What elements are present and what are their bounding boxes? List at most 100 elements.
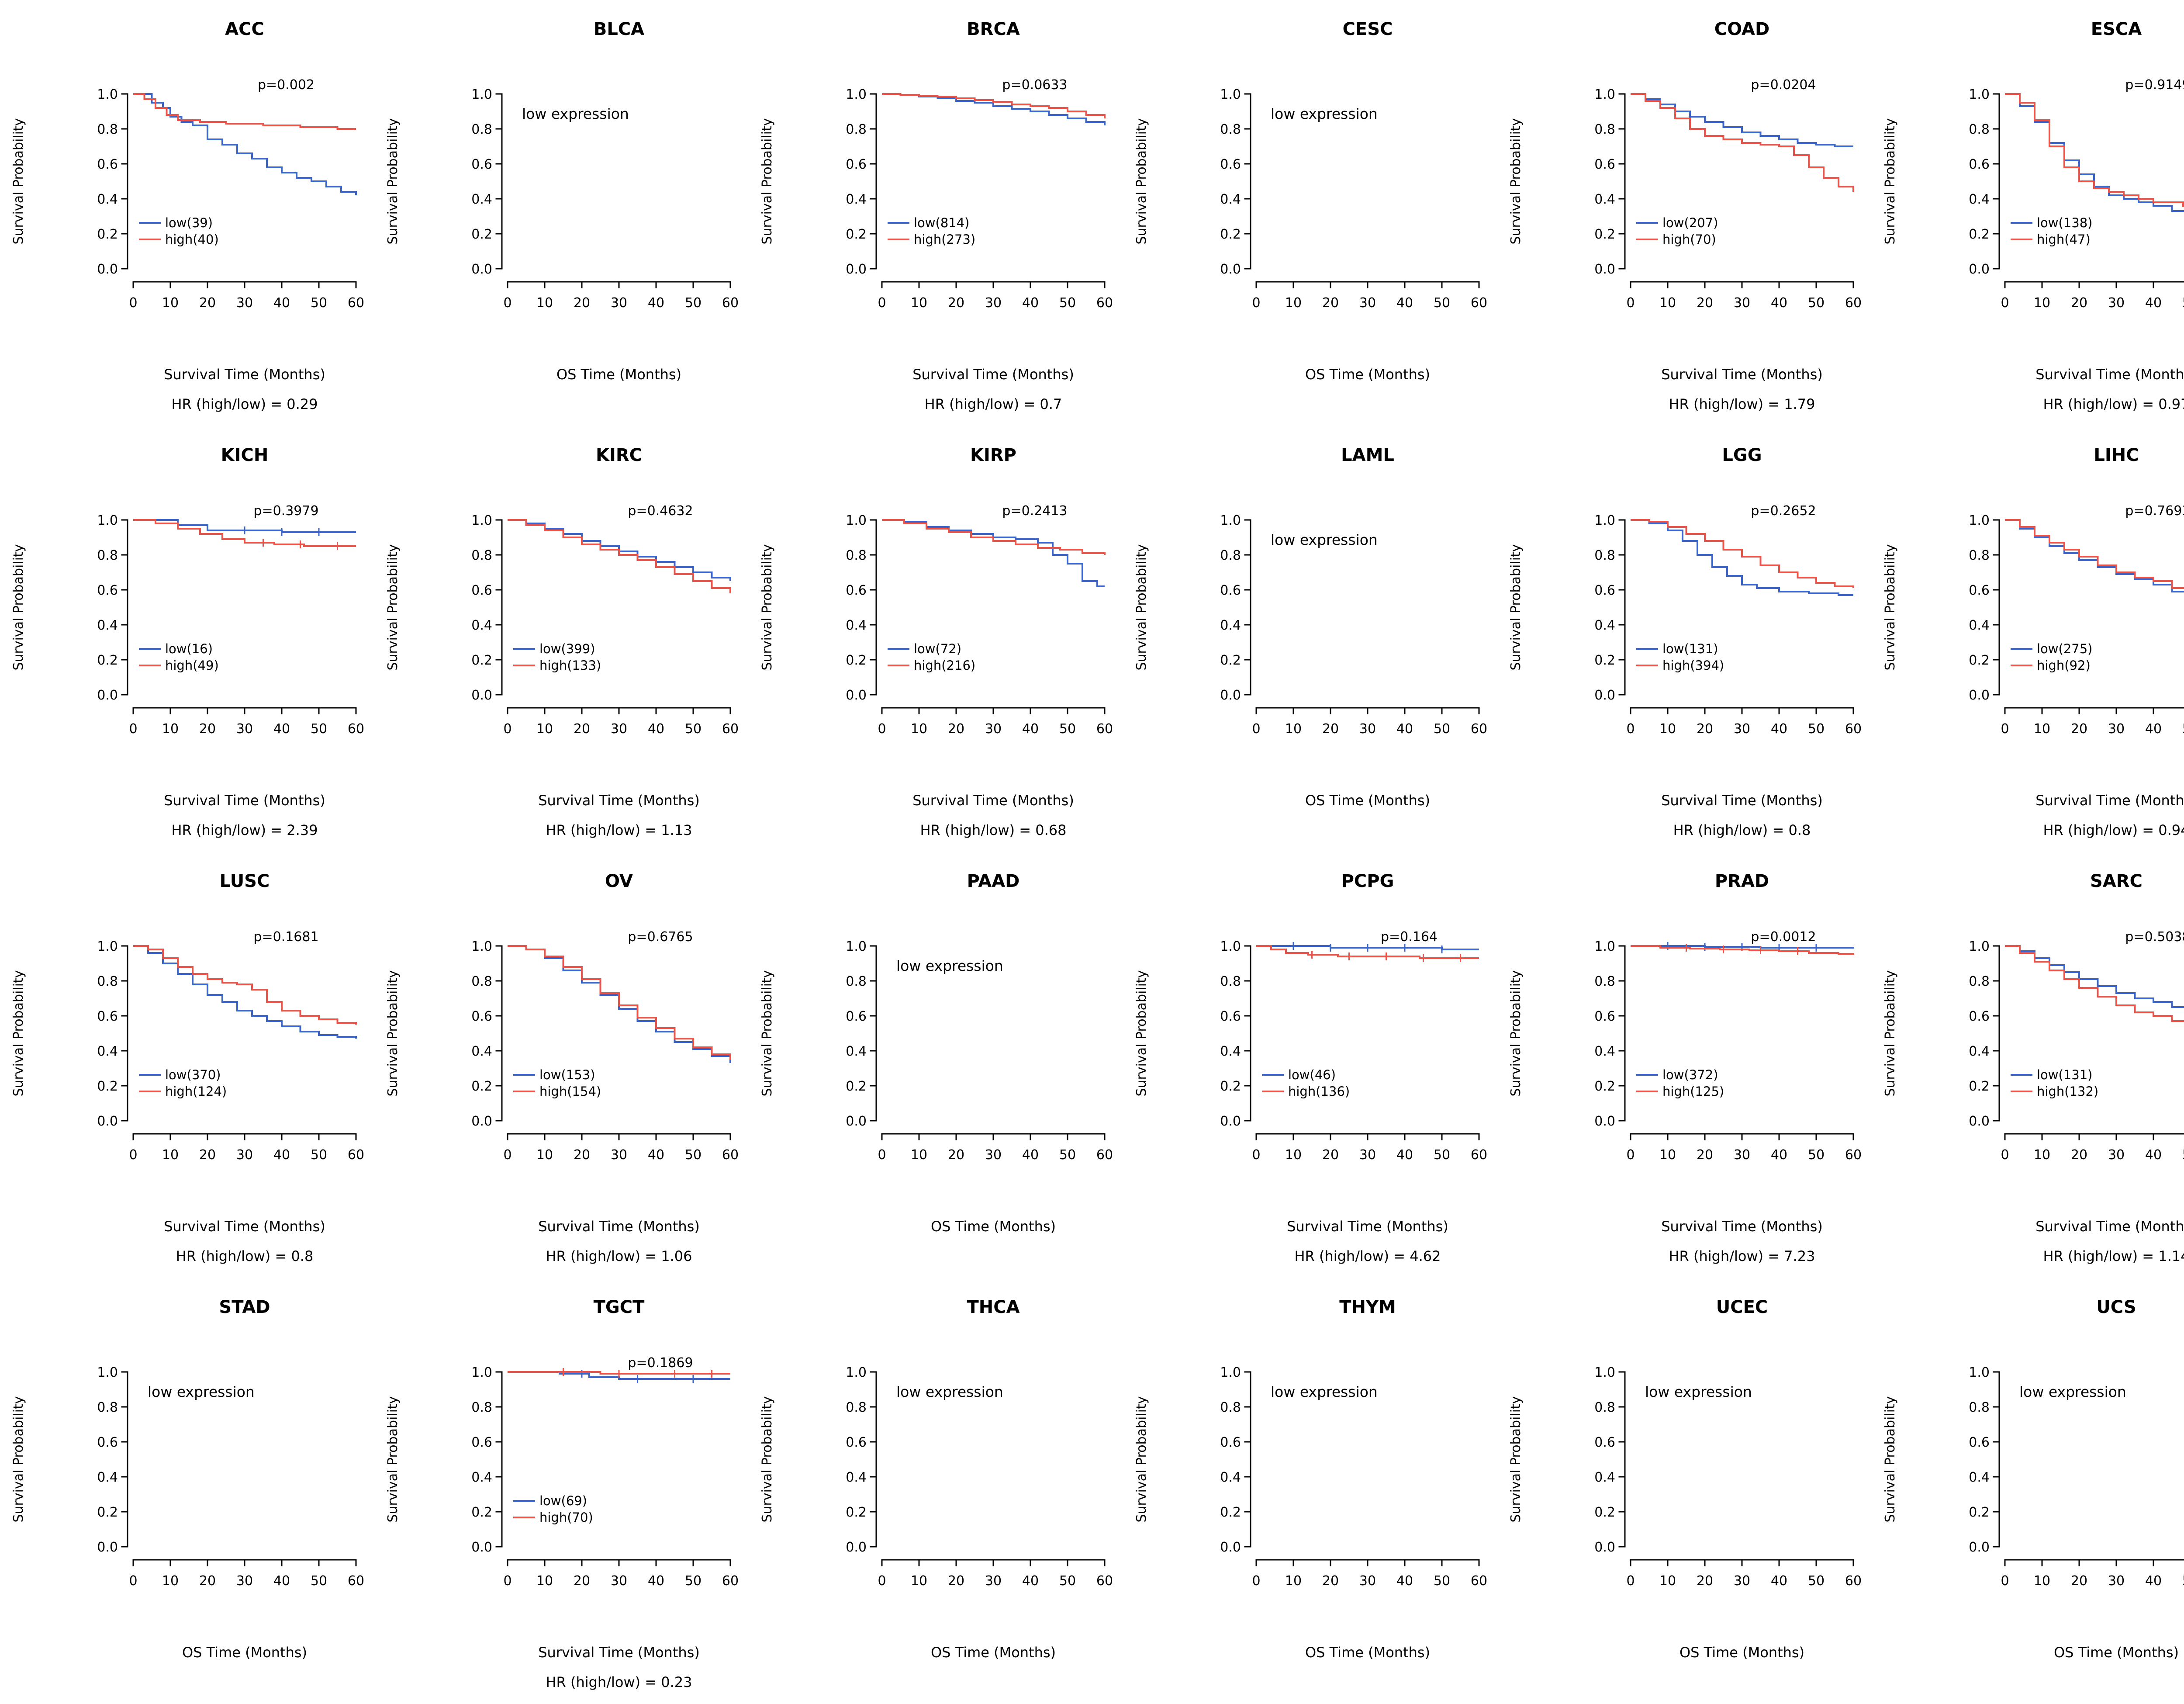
x-tick-label: 50 xyxy=(1059,721,1076,737)
panel-ucs: UCS 1.0 0.8 0.6 0.4 0.2 0.0 Survival Probabilit… xyxy=(1872,1278,2184,1704)
low-survival-curve xyxy=(2005,519,2184,592)
y-tick-label: 0.8 xyxy=(471,974,492,989)
y-tick-label: 0.2 xyxy=(1969,227,1990,242)
y-tick-label: 0.4 xyxy=(1594,618,1615,633)
y-tick-label: 0.2 xyxy=(97,227,118,242)
km-plot-coad: COAD 1.0 0.8 0.6 0.4 0.2 0.0 Survival Probabili… xyxy=(1508,19,1862,412)
y-tick-label: 1.0 xyxy=(1969,513,1990,528)
y-tick-label: 0.4 xyxy=(846,618,867,633)
high-survival-curve xyxy=(882,93,1106,118)
x-tick-label: 0 xyxy=(129,1573,137,1589)
km-plot-esca: ESCA 1.0 0.8 0.6 0.4 0.2 0.0 Survival Probabili… xyxy=(1883,19,2184,412)
low-survival-curve xyxy=(882,93,1106,125)
x-tick-label: 30 xyxy=(236,1573,253,1589)
panel-title-tgct: TGCT xyxy=(594,1297,645,1317)
x-tick-label: 20 xyxy=(199,1573,216,1589)
panel-laml: LAML 1.0 0.8 0.6 0.4 0.2 0.0 Survival Probabili… xyxy=(1123,426,1497,852)
y-tick-label: 0.2 xyxy=(846,1079,867,1094)
panel-title-kirp: KIRP xyxy=(970,445,1016,465)
y-tick-label: 1.0 xyxy=(1969,87,1990,102)
x-tick-label: 50 xyxy=(1059,1573,1076,1589)
y-tick-label: 0.0 xyxy=(1220,1114,1241,1129)
y-tick-label: 0.8 xyxy=(846,122,867,137)
x-axis-title: Survival Time (Months) xyxy=(164,1218,325,1235)
y-tick-label: 0.6 xyxy=(1969,1009,1990,1024)
x-tick-label: 60 xyxy=(722,1147,739,1163)
p-value-label: p=0.6765 xyxy=(628,929,693,945)
y-axis-label: Survival Probability xyxy=(11,118,26,244)
y-tick-label: 1.0 xyxy=(1594,513,1615,528)
y-tick-label: 0.0 xyxy=(846,1540,867,1555)
hr-label: HR (high/low) = 0.94 xyxy=(2043,822,2184,838)
y-tick-label: 0.8 xyxy=(1969,122,1990,137)
x-tick-label: 20 xyxy=(1322,295,1339,311)
x-tick-label: 10 xyxy=(1659,1147,1676,1163)
y-tick-label: 0.6 xyxy=(1220,583,1241,598)
km-plot-thca: THCA 1.0 0.8 0.6 0.4 0.2 0.0 Survival Probabili… xyxy=(760,1297,1113,1661)
x-tick-label: 0 xyxy=(878,721,886,737)
y-tick-label: 0.8 xyxy=(1969,1400,1990,1415)
km-plot-kich: KICH 1.0 0.8 0.6 0.4 0.2 0.0 Survival Probabili… xyxy=(11,445,364,838)
panel-acc: ACC 1.0 0.8 0.6 0.4 0.2 0.0 Survival Probabilit… xyxy=(0,0,374,426)
y-tick-label: 0.4 xyxy=(1220,618,1241,633)
y-tick-label: 0.4 xyxy=(1969,1470,1990,1485)
km-plot-blca: BLCA 1.0 0.8 0.6 0.4 0.2 0.0 Survival Probabili… xyxy=(385,19,739,383)
km-plot-tgct: TGCT 1.0 0.8 0.6 0.4 0.2 0.0 Survival Probabili… xyxy=(385,1297,739,1690)
x-tick-label: 30 xyxy=(236,721,253,737)
y-tick-label: 0.8 xyxy=(471,548,492,563)
x-tick-label: 40 xyxy=(1022,1573,1039,1589)
hr-label: HR (high/low) = 0.68 xyxy=(920,822,1066,838)
x-tick-label: 50 xyxy=(311,295,327,311)
x-tick-label: 10 xyxy=(536,295,553,311)
legend-low-label: low(814) xyxy=(914,215,970,230)
x-tick-label: 0 xyxy=(2001,721,2009,737)
x-tick-label: 30 xyxy=(1359,295,1376,311)
x-tick-label: 10 xyxy=(1285,295,1302,311)
hr-label: HR (high/low) = 4.62 xyxy=(1294,1248,1441,1264)
y-tick-label: 0.6 xyxy=(1969,583,1990,598)
x-tick-label: 10 xyxy=(911,721,927,737)
panel-title-lihc: LIHC xyxy=(2094,445,2139,465)
x-tick-label: 60 xyxy=(722,1573,739,1589)
x-tick-label: 50 xyxy=(685,721,702,737)
y-tick-label: 0.6 xyxy=(1969,1435,1990,1450)
hr-label: HR (high/low) = 1.14 xyxy=(2043,1248,2184,1264)
y-axis-label: Survival Probability xyxy=(1883,970,1898,1096)
x-tick-label: 30 xyxy=(1734,295,1750,311)
y-tick-label: 0.6 xyxy=(471,1009,492,1024)
x-tick-label: 60 xyxy=(1845,1573,1862,1589)
x-tick-label: 10 xyxy=(536,721,553,737)
x-tick-label: 40 xyxy=(1771,1147,1787,1163)
y-tick-label: 0.0 xyxy=(471,1114,492,1129)
panel-brca: BRCA 1.0 0.8 0.6 0.4 0.2 0.0 Survival Probabili… xyxy=(749,0,1123,426)
y-tick-label: 1.0 xyxy=(1969,939,1990,954)
y-tick-label: 0.0 xyxy=(1594,688,1615,703)
panel-tgct: TGCT 1.0 0.8 0.6 0.4 0.2 0.0 Survival Probabili… xyxy=(374,1278,749,1704)
panel-title-ov: OV xyxy=(605,871,633,891)
legend-high-label: high(154) xyxy=(539,1084,601,1099)
y-tick-label: 1.0 xyxy=(97,513,118,528)
legend-low-label: low(399) xyxy=(539,641,595,656)
y-tick-label: 1.0 xyxy=(846,513,867,528)
x-axis-title: Survival Time (Months) xyxy=(1661,792,1823,809)
panel-title-kirc: KIRC xyxy=(596,445,642,465)
y-axis-label: Survival Probability xyxy=(760,544,775,670)
km-plot-stad: STAD 1.0 0.8 0.6 0.4 0.2 0.0 Survival Probabili… xyxy=(11,1297,364,1661)
legend-high-label: high(273) xyxy=(914,232,975,247)
x-tick-label: 30 xyxy=(611,1147,627,1163)
y-tick-label: 0.8 xyxy=(846,1400,867,1415)
x-tick-label: 10 xyxy=(2034,721,2050,737)
panel-title-paad: PAAD xyxy=(967,871,1020,891)
y-tick-label: 0.0 xyxy=(471,688,492,703)
x-axis-title: OS Time (Months) xyxy=(556,366,681,383)
legend-high-label: high(125) xyxy=(1662,1084,1724,1099)
x-tick-label: 30 xyxy=(2108,295,2125,311)
y-tick-label: 0.6 xyxy=(471,583,492,598)
y-tick-label: 0.6 xyxy=(471,157,492,172)
x-tick-label: 0 xyxy=(1626,721,1635,737)
x-tick-label: 40 xyxy=(273,295,290,311)
y-tick-label: 0.6 xyxy=(97,1009,118,1024)
km-plot-cesc: CESC 1.0 0.8 0.6 0.4 0.2 0.0 Survival Probabili… xyxy=(1134,19,1487,383)
y-tick-label: 0.0 xyxy=(97,262,118,277)
high-survival-curve xyxy=(133,93,356,130)
